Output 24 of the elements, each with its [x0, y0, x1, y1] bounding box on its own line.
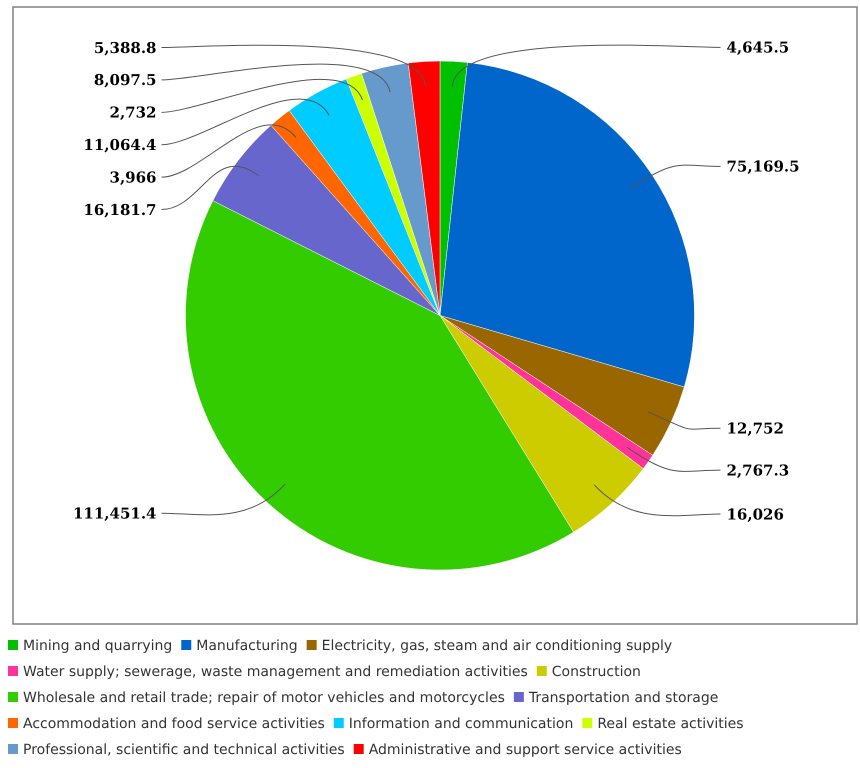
- legend-label: Construction: [552, 664, 641, 680]
- legend-label: Professional, scientific and technical activities: [23, 742, 345, 758]
- legend-label: Information and communication: [348, 716, 574, 732]
- data-label: 16,181.7: [83, 200, 156, 219]
- data-label: 16,026: [726, 505, 784, 524]
- legend-label: Accommodation and food service activities: [23, 716, 325, 732]
- legend-label: Mining and quarrying: [23, 638, 172, 654]
- legend-label: Manufacturing: [196, 638, 298, 654]
- data-label: 11,064.4: [83, 136, 156, 154]
- data-label: 2,767.3: [726, 461, 790, 480]
- data-label: 8,097.5: [94, 71, 156, 90]
- data-label: 5,388.8: [94, 38, 156, 57]
- legend-label: Electricity, gas, steam and air conditioning supply: [322, 638, 672, 654]
- data-label: 75,169.5: [726, 158, 800, 176]
- data-label: 12,752: [726, 419, 784, 438]
- data-label: 3,966: [110, 168, 156, 186]
- data-label: 111,451.4: [72, 504, 156, 522]
- data-label: 4,645.5: [726, 38, 790, 57]
- legend-label: Transportation and storage: [528, 690, 718, 706]
- data-label: 2,732: [110, 104, 156, 122]
- legend-label: Wholesale and retail trade; repair of motor vehicles and motorcycles: [23, 690, 505, 706]
- legend-label: Real estate activities: [597, 716, 744, 732]
- legend-label: Administrative and support service activities: [368, 742, 682, 758]
- legend-label: Water supply; sewerage, waste management and remediation activities: [23, 664, 528, 680]
